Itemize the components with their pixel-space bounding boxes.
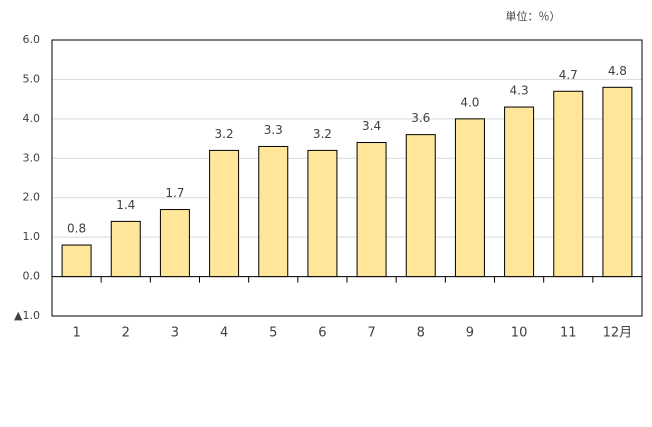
bar <box>356 142 387 278</box>
y-tick-label: 3.0 <box>23 151 41 164</box>
bar <box>159 209 190 278</box>
x-tick-label: 6 <box>318 326 326 341</box>
bar <box>209 149 240 278</box>
y-tick-label: 5.0 <box>23 72 41 85</box>
x-tick-label: 11 <box>560 326 577 341</box>
x-tick-label: 4 <box>220 326 228 341</box>
bar <box>307 149 338 278</box>
data-label: 0.8 <box>67 222 86 236</box>
x-tick-label: 5 <box>269 326 277 341</box>
x-tick-label: 7 <box>367 326 375 341</box>
data-label: 1.7 <box>165 186 184 200</box>
plot-frame <box>51 39 643 317</box>
bar <box>454 118 485 278</box>
data-label: 4.8 <box>608 64 627 78</box>
y-tick-label: 4.0 <box>23 112 41 125</box>
x-tick-label: 9 <box>466 326 474 341</box>
bar <box>61 244 92 278</box>
data-label: 3.6 <box>411 111 430 125</box>
data-label: 4.3 <box>510 84 529 98</box>
x-tick-label: 3 <box>171 326 179 341</box>
data-label: 3.4 <box>362 119 381 133</box>
bar <box>504 106 535 278</box>
bar <box>110 220 141 278</box>
data-label: 3.2 <box>215 127 234 141</box>
bar <box>553 90 584 278</box>
x-tick-label: 2 <box>122 326 130 341</box>
y-tick-label: 0.0 <box>23 270 41 283</box>
y-tick-label: 6.0 <box>23 33 41 46</box>
x-tick-label: 10 <box>511 326 528 341</box>
data-label: 4.7 <box>559 68 578 82</box>
bar <box>258 145 289 278</box>
x-tick-label: 12月 <box>603 326 633 341</box>
unit-label: 単位：％） <box>506 9 561 23</box>
data-label: 1.4 <box>116 198 135 212</box>
bar <box>405 134 436 278</box>
data-label: 3.2 <box>313 127 332 141</box>
data-label: 3.3 <box>264 123 283 137</box>
data-label: 4.0 <box>460 95 479 109</box>
x-tick-label: 1 <box>72 326 80 341</box>
y-tick-label: 1.0 <box>23 230 41 243</box>
y-tick-label: 2.0 <box>23 191 41 204</box>
y-tick-label: ▲1.0 <box>14 309 40 322</box>
bar <box>602 86 633 278</box>
x-tick-label: 8 <box>417 326 425 341</box>
